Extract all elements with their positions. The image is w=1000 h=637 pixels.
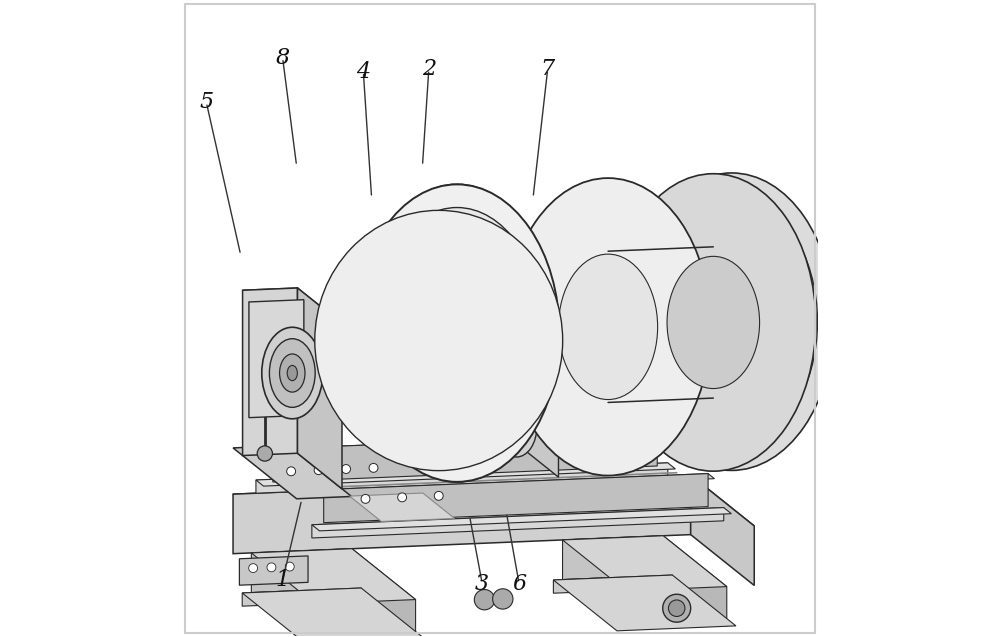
- Ellipse shape: [496, 396, 537, 457]
- Polygon shape: [256, 463, 675, 486]
- Ellipse shape: [646, 196, 818, 447]
- Ellipse shape: [314, 466, 323, 475]
- Ellipse shape: [285, 562, 294, 571]
- Text: 6: 6: [512, 573, 526, 594]
- Polygon shape: [475, 371, 558, 403]
- Ellipse shape: [398, 245, 517, 420]
- Ellipse shape: [629, 173, 834, 470]
- Polygon shape: [553, 575, 672, 593]
- Polygon shape: [553, 575, 736, 631]
- Ellipse shape: [358, 184, 556, 482]
- Text: 3: 3: [475, 573, 489, 594]
- Polygon shape: [663, 536, 727, 626]
- Ellipse shape: [404, 304, 474, 377]
- Ellipse shape: [506, 178, 711, 476]
- Ellipse shape: [337, 361, 357, 381]
- Ellipse shape: [398, 493, 407, 502]
- Polygon shape: [242, 588, 361, 606]
- Polygon shape: [239, 556, 308, 585]
- Ellipse shape: [369, 464, 378, 472]
- Text: 7: 7: [541, 59, 555, 80]
- Polygon shape: [312, 508, 724, 538]
- Ellipse shape: [399, 247, 515, 419]
- Polygon shape: [233, 475, 691, 554]
- Polygon shape: [324, 473, 708, 522]
- Text: 1: 1: [276, 569, 290, 591]
- Ellipse shape: [269, 339, 315, 407]
- Ellipse shape: [361, 494, 370, 503]
- Ellipse shape: [315, 210, 563, 471]
- Polygon shape: [608, 247, 713, 403]
- Ellipse shape: [374, 209, 540, 457]
- Polygon shape: [691, 475, 754, 585]
- Ellipse shape: [474, 589, 495, 610]
- Polygon shape: [609, 387, 671, 409]
- Polygon shape: [520, 371, 558, 477]
- Ellipse shape: [434, 491, 443, 500]
- Ellipse shape: [262, 327, 323, 419]
- Text: 2: 2: [422, 59, 436, 80]
- Ellipse shape: [333, 357, 361, 385]
- Ellipse shape: [347, 244, 531, 437]
- Ellipse shape: [667, 256, 760, 389]
- Ellipse shape: [427, 290, 487, 376]
- Polygon shape: [249, 299, 304, 418]
- Polygon shape: [312, 508, 731, 531]
- Ellipse shape: [378, 277, 499, 404]
- Text: 5: 5: [199, 91, 213, 113]
- Ellipse shape: [267, 563, 276, 572]
- Polygon shape: [563, 536, 663, 580]
- Polygon shape: [563, 536, 727, 590]
- Polygon shape: [297, 288, 342, 489]
- Polygon shape: [273, 433, 664, 454]
- Ellipse shape: [423, 324, 455, 357]
- Ellipse shape: [355, 184, 559, 482]
- Text: 4: 4: [356, 61, 370, 83]
- Ellipse shape: [663, 594, 691, 622]
- Ellipse shape: [493, 589, 513, 609]
- Ellipse shape: [699, 274, 765, 369]
- Polygon shape: [475, 371, 520, 448]
- Polygon shape: [251, 548, 416, 604]
- Ellipse shape: [287, 467, 296, 476]
- Polygon shape: [273, 433, 657, 482]
- Ellipse shape: [342, 464, 351, 473]
- Polygon shape: [457, 246, 732, 409]
- Polygon shape: [233, 446, 352, 499]
- Polygon shape: [350, 493, 455, 522]
- Ellipse shape: [257, 446, 272, 461]
- Polygon shape: [242, 588, 425, 637]
- Polygon shape: [352, 548, 416, 637]
- Ellipse shape: [558, 254, 658, 399]
- Ellipse shape: [249, 564, 258, 573]
- Polygon shape: [243, 288, 297, 455]
- Polygon shape: [324, 473, 714, 495]
- Ellipse shape: [371, 208, 543, 459]
- Polygon shape: [243, 288, 342, 326]
- Text: 8: 8: [276, 47, 290, 69]
- Ellipse shape: [280, 354, 305, 392]
- Polygon shape: [609, 387, 646, 448]
- Polygon shape: [256, 463, 668, 493]
- Ellipse shape: [341, 364, 353, 377]
- Ellipse shape: [327, 224, 550, 457]
- Ellipse shape: [611, 174, 816, 471]
- Polygon shape: [233, 475, 754, 545]
- Ellipse shape: [287, 366, 297, 381]
- Ellipse shape: [668, 600, 685, 617]
- Polygon shape: [251, 548, 352, 592]
- Ellipse shape: [504, 408, 529, 445]
